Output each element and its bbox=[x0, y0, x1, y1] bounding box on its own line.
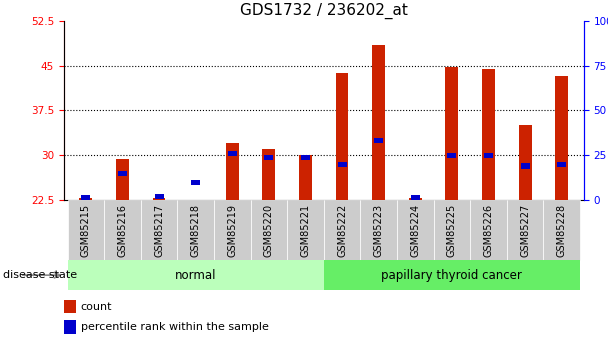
Text: count: count bbox=[81, 302, 112, 312]
Bar bbox=[446, 67, 458, 200]
Bar bbox=[301, 155, 310, 160]
Text: GSM85227: GSM85227 bbox=[520, 204, 530, 257]
Text: GSM85224: GSM85224 bbox=[410, 204, 420, 257]
Text: GSM85226: GSM85226 bbox=[483, 204, 494, 257]
Bar bbox=[470, 200, 507, 260]
Text: GSM85220: GSM85220 bbox=[264, 204, 274, 257]
Bar bbox=[116, 159, 129, 200]
Text: papillary thyroid cancer: papillary thyroid cancer bbox=[381, 269, 522, 282]
Text: GSM85219: GSM85219 bbox=[227, 204, 237, 257]
Bar bbox=[557, 162, 566, 167]
Bar bbox=[64, 300, 75, 313]
Bar bbox=[336, 73, 348, 200]
Text: GSM85228: GSM85228 bbox=[557, 204, 567, 257]
Text: GSM85217: GSM85217 bbox=[154, 204, 164, 257]
Bar bbox=[544, 200, 580, 260]
Bar bbox=[434, 200, 470, 260]
Bar bbox=[226, 143, 239, 200]
Title: GDS1732 / 236202_at: GDS1732 / 236202_at bbox=[240, 3, 408, 19]
Text: GSM85215: GSM85215 bbox=[81, 204, 91, 257]
Bar bbox=[191, 180, 200, 185]
Bar bbox=[555, 76, 568, 200]
Text: GSM85222: GSM85222 bbox=[337, 204, 347, 257]
Bar bbox=[64, 320, 75, 334]
Bar bbox=[104, 200, 140, 260]
Bar bbox=[507, 200, 544, 260]
Bar bbox=[67, 260, 323, 290]
Bar bbox=[118, 171, 127, 176]
Bar bbox=[323, 200, 361, 260]
Text: disease state: disease state bbox=[3, 270, 77, 280]
Bar bbox=[482, 69, 495, 200]
Bar bbox=[484, 153, 493, 158]
Text: GSM85221: GSM85221 bbox=[300, 204, 311, 257]
Bar bbox=[520, 164, 530, 169]
Bar bbox=[337, 162, 347, 167]
Bar bbox=[397, 200, 434, 260]
Bar bbox=[447, 153, 457, 158]
Text: GSM85216: GSM85216 bbox=[117, 204, 128, 257]
Text: GSM85225: GSM85225 bbox=[447, 204, 457, 257]
Text: normal: normal bbox=[175, 269, 216, 282]
Bar bbox=[519, 125, 531, 200]
Bar bbox=[189, 199, 202, 200]
Bar bbox=[299, 155, 312, 200]
Bar bbox=[323, 260, 580, 290]
Bar bbox=[214, 200, 250, 260]
Bar bbox=[178, 200, 214, 260]
Bar bbox=[140, 200, 178, 260]
Bar bbox=[153, 198, 165, 200]
Bar bbox=[361, 200, 397, 260]
Bar bbox=[263, 149, 275, 200]
Text: percentile rank within the sample: percentile rank within the sample bbox=[81, 322, 269, 332]
Text: GSM85223: GSM85223 bbox=[374, 204, 384, 257]
Bar bbox=[411, 195, 420, 200]
Bar bbox=[228, 151, 237, 156]
Bar bbox=[80, 198, 92, 200]
Bar bbox=[264, 155, 274, 160]
Bar bbox=[409, 198, 422, 200]
Bar bbox=[372, 45, 385, 200]
Bar bbox=[154, 194, 164, 199]
Bar bbox=[287, 200, 323, 260]
Bar bbox=[250, 200, 287, 260]
Bar bbox=[67, 200, 104, 260]
Bar bbox=[81, 195, 91, 200]
Text: GSM85218: GSM85218 bbox=[191, 204, 201, 257]
Bar bbox=[374, 138, 383, 144]
